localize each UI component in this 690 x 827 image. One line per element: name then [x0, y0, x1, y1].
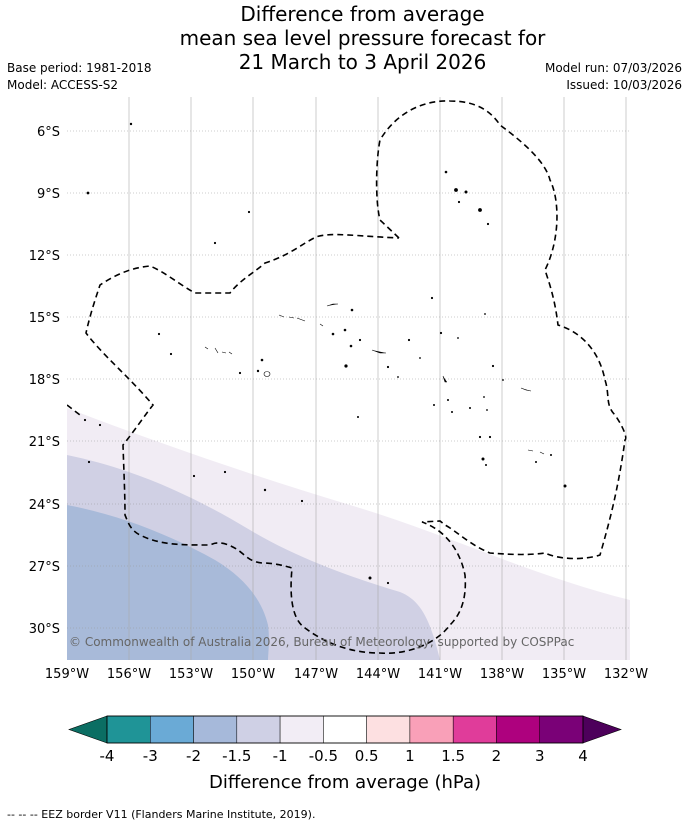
lat-label: 24°S	[29, 498, 60, 513]
colorbar-tick-label: 1.5	[441, 747, 465, 765]
colorbar-tick-label: 4	[578, 747, 588, 765]
colorbar-cell	[279, 715, 324, 744]
lat-label: 6°S	[37, 125, 60, 140]
copyright-notice: © Commonwealth of Australia 2026, Bureau…	[69, 635, 574, 649]
lat-label: 21°S	[29, 435, 60, 450]
colorbar-cell	[366, 715, 411, 744]
colorbar-tick-label: 0.5	[355, 747, 379, 765]
colorbar-tick-label: 3	[535, 747, 545, 765]
colorbar-tick-labels: -4 -3 -2 -1.5 -1 -0.5 0.5 1 1.5 2 3 4	[100, 747, 588, 765]
lon-label: 138°W	[480, 667, 524, 682]
lat-label: 27°S	[29, 560, 60, 575]
colorbar-label: Difference from average (hPa)	[209, 772, 481, 793]
title-line-2: mean sea level pressure forecast for	[179, 26, 546, 50]
graticule	[67, 97, 630, 660]
eez-fragment-southwest	[67, 404, 81, 416]
lon-label: 144°W	[356, 667, 400, 682]
lat-axis-labels: 6°S 9°S 12°S 15°S 18°S 21°S 24°S 27°S 30…	[29, 125, 60, 637]
lat-label: 30°S	[29, 622, 60, 637]
colorbar-tick-label: -1.5	[222, 747, 251, 765]
title-line-3: 21 March to 3 April 2026	[238, 50, 487, 74]
colorbar-cell	[106, 715, 151, 744]
colorbar-tick-label: -3	[143, 747, 158, 765]
lat-label: 15°S	[29, 311, 60, 326]
islands	[83, 122, 567, 585]
colorbar-tick-label: -1	[273, 747, 288, 765]
eez-footnote: -- -- -- EEZ border V11 (Flanders Marine…	[7, 808, 316, 821]
colorbar-frame	[106, 715, 584, 744]
lat-label: 9°S	[37, 187, 60, 202]
eez-french-polynesia	[85, 100, 627, 655]
base-period: Base period: 1981-2018	[7, 61, 152, 75]
lon-label: 147°W	[294, 667, 338, 682]
colorbar-cell	[193, 715, 238, 744]
title-line-1: Difference from average	[240, 2, 485, 26]
lon-label: 159°W	[45, 667, 89, 682]
map-title: Difference from average mean sea level p…	[0, 2, 690, 74]
colorbar-tick-label: -4	[100, 747, 115, 765]
model-run: Model run: 07/03/2026	[544, 61, 682, 75]
lon-label: 132°W	[604, 667, 648, 682]
colorbar-tick-label: -0.5	[309, 747, 338, 765]
colorbar-cell	[323, 715, 367, 744]
issued-date: Issued: 10/03/2026	[566, 78, 682, 92]
lon-label: 153°W	[169, 667, 213, 682]
colorbar-cell	[409, 715, 454, 744]
band-neg2-to-neg1-5	[67, 505, 269, 660]
lat-label: 12°S	[29, 249, 60, 264]
colorbar: -4 -3 -2 -1.5 -1 -0.5 0.5 1 1.5 2 3 4 Difference fr…	[68, 715, 622, 793]
colorbar-cells	[106, 715, 584, 744]
meta-left: Base period: 1981-2018 Model: ACCESS-S2	[7, 60, 152, 94]
colorbar-tick-label: -2	[186, 747, 201, 765]
colorbar-tick-label: 1	[405, 747, 415, 765]
eez-borders	[67, 100, 627, 655]
lon-label: 135°W	[542, 667, 586, 682]
colorbar-cell	[496, 715, 540, 744]
lon-label: 141°W	[418, 667, 462, 682]
meta-right: Model run: 07/03/2026 Issued: 10/03/2026	[545, 60, 682, 94]
lon-axis-labels: 159°W 156°W 153°W 150°W 147°W 144°W 141°…	[45, 667, 648, 682]
colorbar-under-arrow	[68, 715, 108, 744]
lon-label: 150°W	[231, 667, 275, 682]
colorbar-cell	[539, 715, 584, 744]
colorbar-cell	[452, 715, 497, 744]
model-name: Model: ACCESS-S2	[7, 78, 119, 92]
map-area: © Commonwealth of Australia 2026, Bureau…	[67, 97, 630, 660]
colorbar-tick-label: 2	[492, 747, 502, 765]
colorbar-cell	[150, 715, 194, 744]
colorbar-over-arrow	[582, 715, 622, 744]
colorbar-cell	[236, 715, 281, 744]
lon-label: 156°W	[107, 667, 151, 682]
lat-label: 18°S	[29, 373, 60, 388]
